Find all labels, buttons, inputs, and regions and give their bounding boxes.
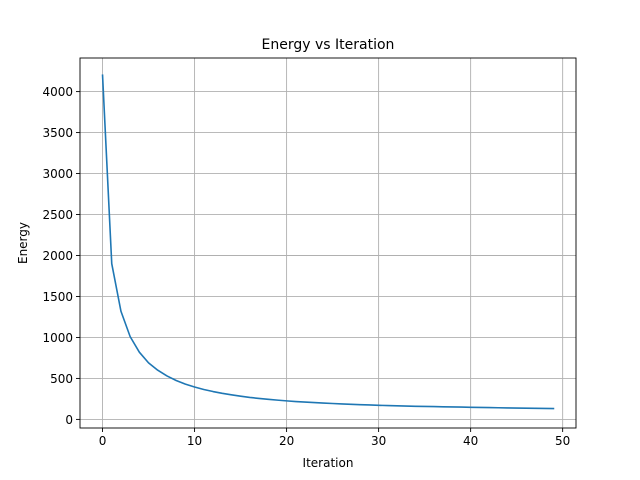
x-tick-label: 40: [463, 434, 478, 448]
y-tick-label: 4000: [42, 85, 73, 99]
y-tick-label: 500: [50, 372, 73, 386]
y-tick-label: 1000: [42, 331, 73, 345]
chart-title: Energy vs Iteration: [262, 37, 395, 53]
grid: [80, 58, 576, 428]
x-axis-label: Iteration: [303, 456, 354, 470]
x-tick-label: 10: [187, 434, 202, 448]
x-axis-ticks: 0 10 20 30 40 50: [99, 428, 570, 448]
y-tick-label: 0: [65, 413, 73, 427]
x-tick-label: 0: [99, 434, 107, 448]
x-tick-label: 50: [555, 434, 570, 448]
y-tick-label: 3500: [42, 126, 73, 140]
series-line-energy: [101, 74, 555, 410]
y-tick-label: 2000: [42, 249, 73, 263]
y-tick-label: 3000: [42, 167, 73, 181]
x-tick-label: 30: [371, 434, 386, 448]
series-layer: [101, 74, 555, 410]
y-axis-ticks: 0 500 1000 1500 2000 2500 3000 3500 4000: [42, 85, 80, 427]
y-tick-label: 1500: [42, 290, 73, 304]
y-axis-label: Energy: [16, 222, 30, 264]
y-tick-label: 2500: [42, 208, 73, 222]
x-tick-label: 20: [279, 434, 294, 448]
axes-frame: [79, 57, 577, 429]
